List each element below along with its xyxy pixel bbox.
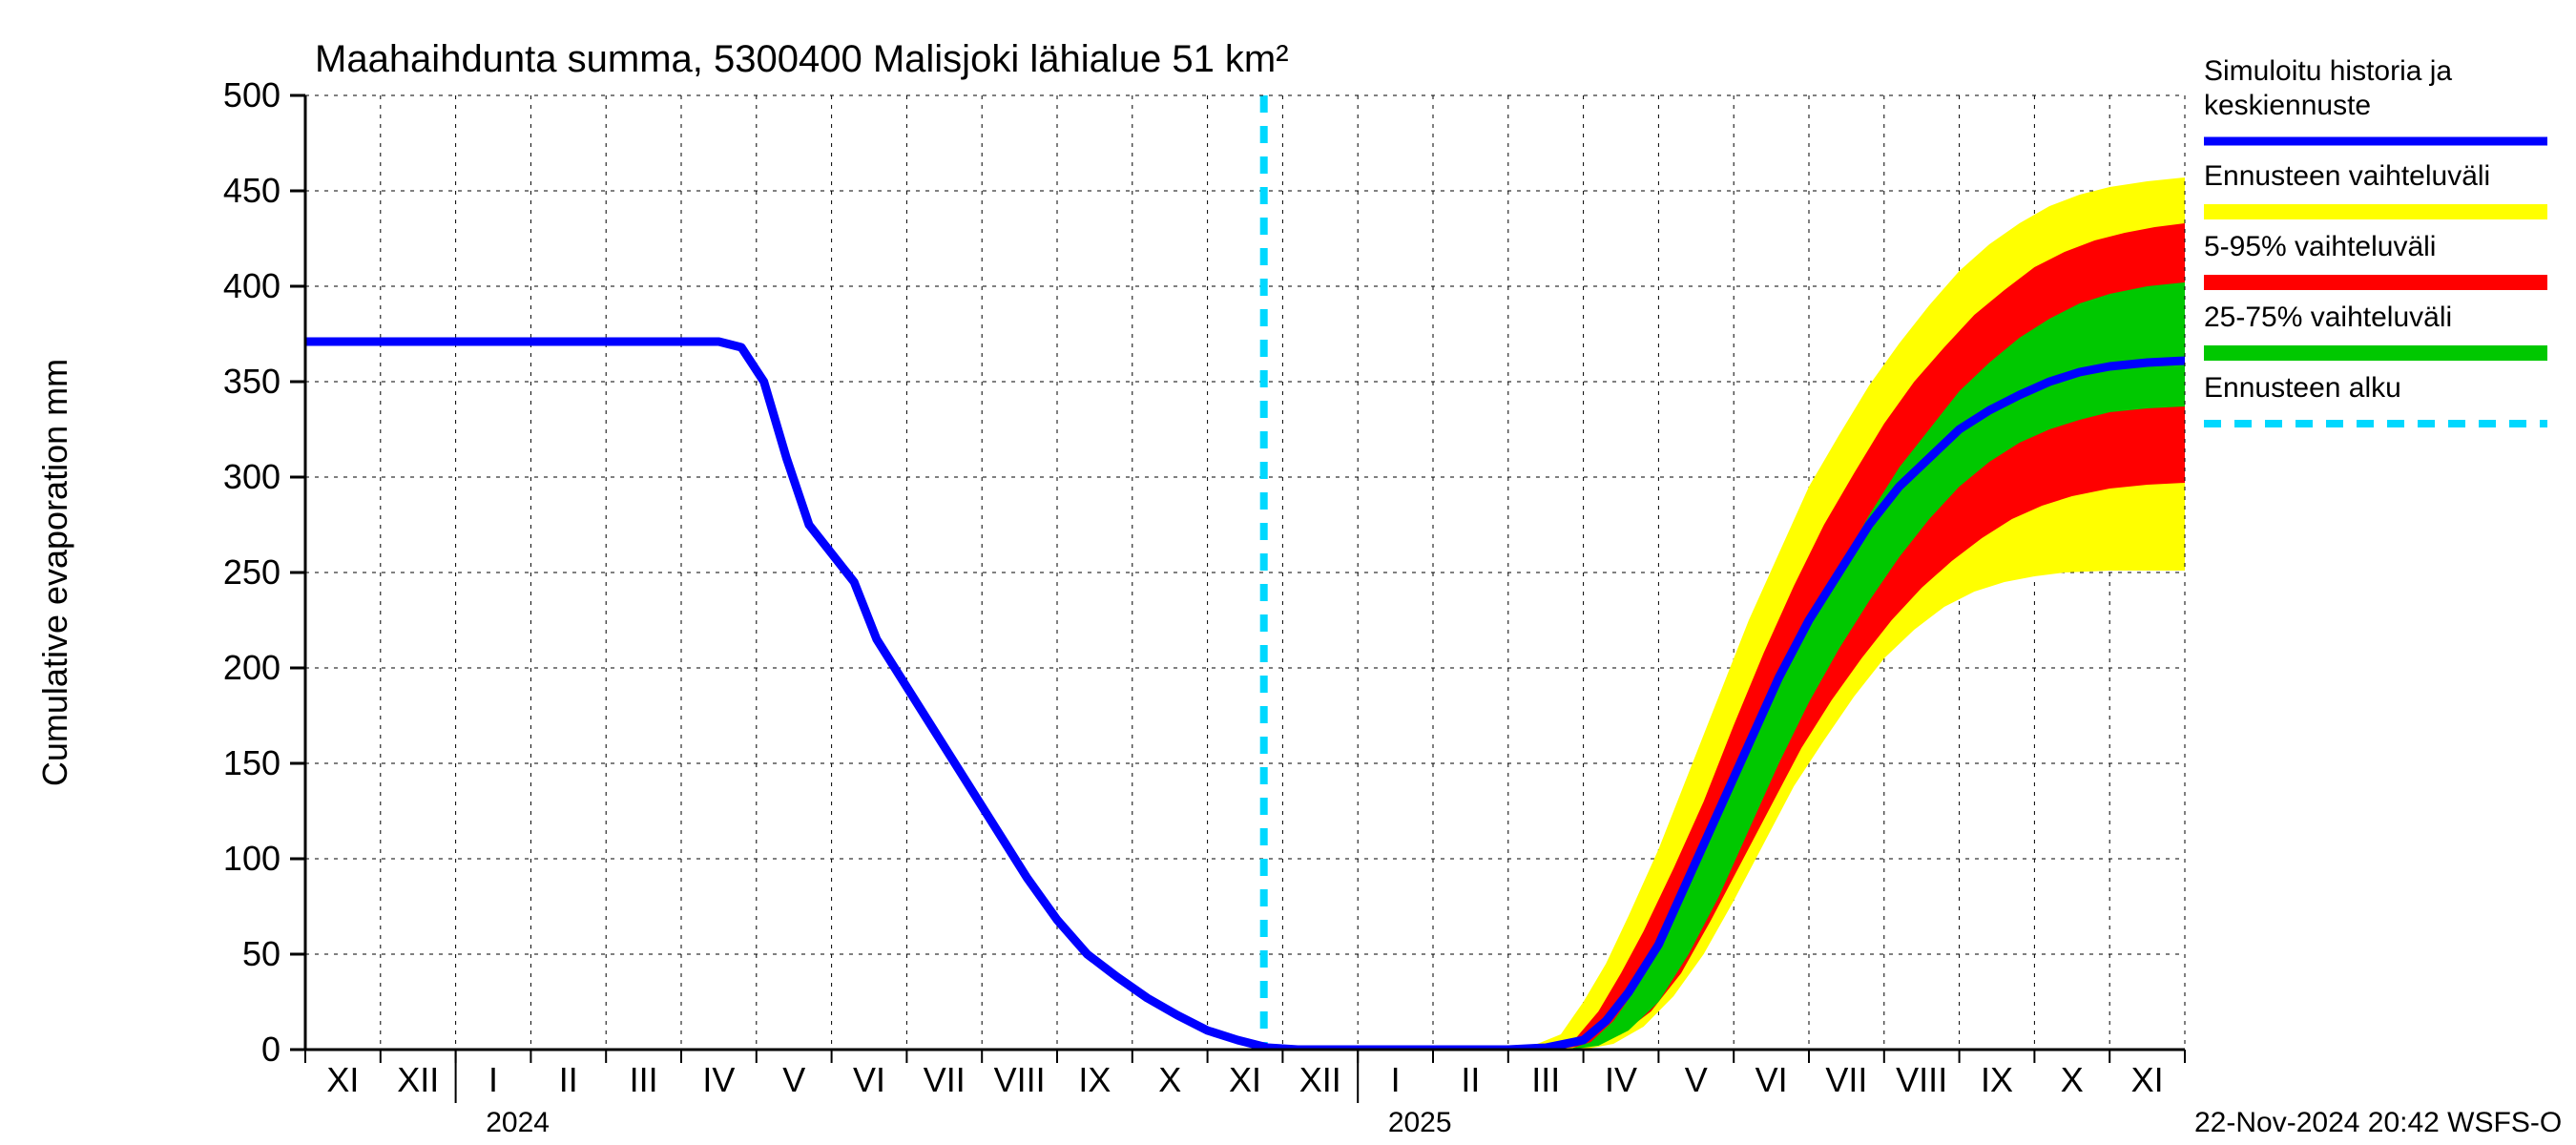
x-month-label: V [782, 1060, 805, 1099]
y-axis-label: Cumulative evaporation mm [35, 359, 74, 786]
x-month-label: I [488, 1060, 498, 1099]
y-tick-label: 150 [223, 743, 280, 782]
x-month-label: VII [924, 1060, 966, 1099]
y-tick-label: 450 [223, 171, 280, 210]
x-month-label: II [559, 1060, 578, 1099]
x-month-label: V [1685, 1060, 1708, 1099]
x-month-label: III [630, 1060, 658, 1099]
x-month-label: IX [1078, 1060, 1111, 1099]
x-month-label: VI [1755, 1060, 1788, 1099]
y-tick-label: 200 [223, 648, 280, 687]
x-month-label: X [2061, 1060, 2084, 1099]
x-month-label: VI [853, 1060, 885, 1099]
x-month-label: II [1461, 1060, 1480, 1099]
y-tick-label: 350 [223, 362, 280, 401]
x-month-label: IV [1605, 1060, 1637, 1099]
legend-label: Simuloitu historia ja [2204, 55, 2452, 87]
legend-label: Ennusteen vaihteluväli [2204, 160, 2490, 192]
y-tick-label: 50 [242, 934, 280, 973]
legend-label: keskiennuste [2204, 90, 2371, 121]
legend-label: 25-75% vaihteluväli [2204, 302, 2452, 333]
chart-title: Maahaihdunta summa, 5300400 Malisjoki lä… [315, 38, 1289, 80]
x-month-label: VII [1825, 1060, 1867, 1099]
legend-swatch [2204, 204, 2547, 219]
legend-label: Ennusteen alku [2204, 372, 2401, 404]
x-month-label: III [1531, 1060, 1560, 1099]
legend-swatch [2204, 345, 2547, 361]
y-tick-label: 100 [223, 839, 280, 878]
y-tick-label: 0 [261, 1030, 280, 1069]
x-month-label: IV [702, 1060, 735, 1099]
x-month-label: I [1391, 1060, 1401, 1099]
chart-footer: 22-Nov-2024 20:42 WSFS-O [2194, 1107, 2562, 1138]
x-month-label: VIII [1896, 1060, 1947, 1099]
x-month-label: VIII [994, 1060, 1046, 1099]
legend-swatch [2204, 275, 2547, 290]
x-year-label: 2024 [486, 1107, 550, 1138]
chart-container: { "chart": { "type": "line-with-bands", … [0, 0, 2576, 1145]
y-tick-label: 400 [223, 266, 280, 305]
x-month-label: IX [1981, 1060, 2013, 1099]
x-month-label: XI [326, 1060, 359, 1099]
x-month-label: X [1158, 1060, 1181, 1099]
x-year-label: 2025 [1388, 1107, 1452, 1138]
x-month-label: XI [2131, 1060, 2164, 1099]
chart-svg: 050100150200250300350400450500XIXIIIIIII… [0, 0, 2576, 1145]
y-tick-label: 250 [223, 552, 280, 592]
y-tick-label: 300 [223, 457, 280, 496]
y-tick-label: 500 [223, 75, 280, 114]
x-month-label: XI [1229, 1060, 1261, 1099]
x-month-label: XII [1299, 1060, 1341, 1099]
legend-label: 5-95% vaihteluväli [2204, 231, 2436, 262]
x-month-label: XII [397, 1060, 439, 1099]
